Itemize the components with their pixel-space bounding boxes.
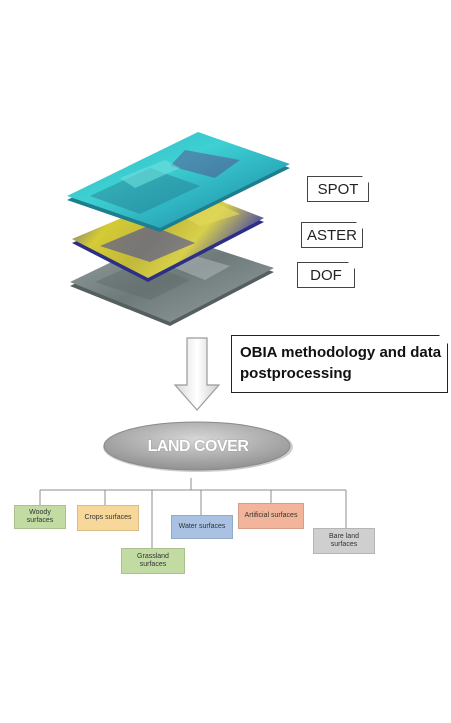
land-cover-label: LAND COVER — [147, 438, 249, 455]
class-woody: Woody surfaces — [14, 505, 66, 529]
layer-aster — [72, 189, 264, 282]
flow-arrow — [173, 337, 221, 411]
class-water: Water surfaces — [171, 515, 233, 539]
layer-spot — [67, 132, 290, 232]
class-artificial: Artificial surfaces — [238, 503, 304, 529]
class-grassland: Grassland surfaces — [121, 548, 185, 574]
layer-label-aster: ASTER — [301, 222, 363, 248]
process-box: OBIA methodology and data postprocessing — [231, 335, 448, 393]
tree-connectors — [39, 478, 347, 548]
class-bare-land: Bare land surfaces — [313, 528, 375, 554]
layer-dof — [70, 234, 274, 326]
class-crops: Crops surfaces — [77, 505, 139, 531]
layer-label-dof: DOF — [297, 262, 355, 288]
layer-label-spot: SPOT — [307, 176, 369, 202]
